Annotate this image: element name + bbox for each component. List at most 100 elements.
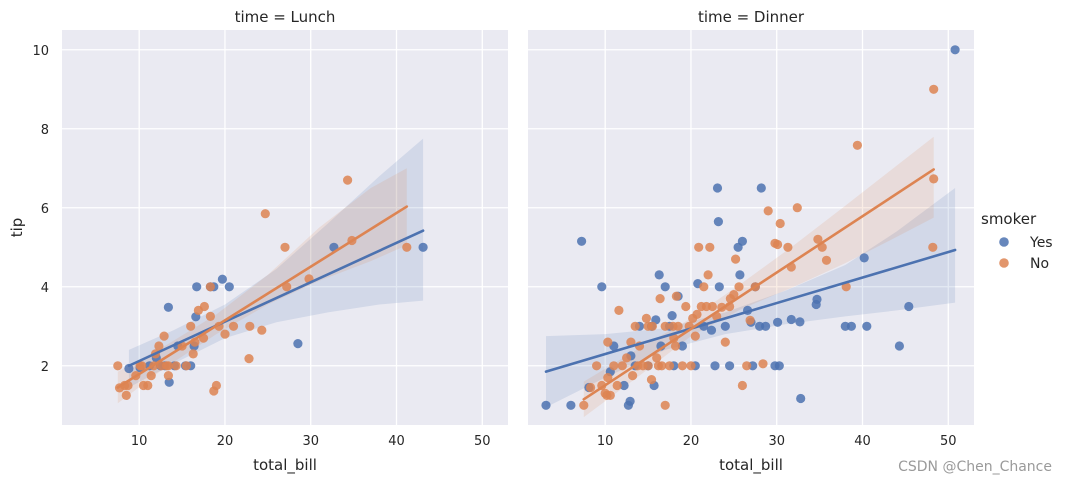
data-point-no (220, 329, 230, 339)
data-point-no (205, 282, 215, 292)
data-point-no (792, 203, 802, 213)
data-point-no (737, 380, 748, 391)
data-point-yes (163, 302, 173, 312)
y-tick-label: 4 (41, 281, 49, 296)
data-point-no (821, 255, 832, 265)
data-point-yes (894, 341, 905, 351)
x-tick-label: 50 (940, 434, 957, 449)
data-point-no (171, 361, 181, 371)
legend-marker-no (999, 258, 1009, 268)
data-point-yes (761, 321, 771, 331)
data-point-no (677, 361, 688, 371)
data-point-no (137, 361, 147, 371)
data-point-no (641, 313, 652, 323)
data-point-no (929, 174, 939, 184)
data-point-no (143, 380, 153, 391)
data-point-no (928, 242, 938, 252)
legend-title: smoker (981, 210, 1037, 228)
data-point-yes (418, 242, 428, 252)
data-point-no (671, 291, 682, 301)
regression-line-no (582, 168, 935, 401)
data-point-yes (224, 282, 234, 292)
x-tick-label: 40 (388, 434, 405, 449)
data-point-yes (712, 183, 723, 193)
panel-title: time = Dinner (698, 8, 805, 26)
data-point-yes (293, 339, 303, 349)
data-point-no (720, 337, 730, 347)
watermark: CSDN @Chen_Chance (898, 459, 1052, 475)
data-point-yes (706, 325, 717, 335)
x-tick-label: 20 (217, 434, 234, 449)
data-point-no (763, 206, 773, 216)
data-point-no (343, 175, 353, 185)
facet-panel-1 (528, 30, 974, 425)
data-point-no (280, 242, 290, 252)
confidence-band-yes (546, 188, 956, 408)
x-axis-label: total_bill (253, 456, 317, 475)
data-point-no (579, 400, 589, 410)
data-point-yes (714, 282, 724, 292)
data-point-no (121, 390, 131, 400)
data-point-yes (812, 294, 822, 304)
data-point-no (228, 321, 239, 331)
data-point-no (612, 380, 622, 391)
data-point-yes (677, 341, 688, 351)
data-point-no (673, 321, 683, 331)
data-point-no (592, 361, 602, 371)
data-point-no (670, 341, 681, 351)
y-tick-label: 10 (32, 44, 49, 59)
data-point-no (614, 305, 624, 315)
x-tick-label: 10 (131, 434, 148, 449)
data-point-yes (725, 361, 735, 371)
data-point-no (163, 361, 173, 371)
regression-line-yes (544, 248, 957, 373)
data-point-no (647, 321, 658, 331)
data-point-yes (192, 282, 202, 292)
data-point-no (188, 349, 198, 359)
confidence-band-yes (128, 138, 424, 388)
data-point-no (244, 354, 254, 364)
data-point-no (929, 84, 939, 94)
data-point-no (586, 382, 596, 393)
data-point-no (245, 321, 255, 331)
regression-line-yes (127, 229, 425, 368)
legend-marker-yes (999, 237, 1009, 247)
legend-label-yes: Yes (1029, 235, 1053, 251)
y-tick-label: 6 (41, 202, 49, 217)
data-point-no (146, 371, 156, 381)
data-point-no (660, 400, 670, 410)
x-tick-label: 40 (854, 434, 871, 449)
data-point-yes (904, 301, 914, 312)
data-point-no (603, 337, 613, 347)
data-point-yes (577, 236, 587, 246)
data-point-no (852, 140, 863, 150)
data-point-no (657, 361, 667, 371)
data-point-yes (846, 321, 857, 331)
data-point-no (205, 311, 215, 321)
data-point-no (630, 321, 640, 331)
data-point-no (681, 301, 691, 312)
facet-panel-0 (62, 30, 508, 425)
data-point-no (609, 361, 619, 371)
data-point-no (773, 239, 783, 250)
data-point-no (163, 371, 173, 381)
data-point-no (628, 371, 638, 381)
data-point-no (690, 331, 700, 341)
x-tick-label: 30 (768, 434, 785, 449)
data-point-no (660, 321, 670, 331)
x-tick-label: 50 (474, 434, 491, 449)
x-tick-label: 10 (597, 434, 614, 449)
data-point-no (731, 254, 741, 264)
legend: smoker Yes No (981, 210, 1053, 272)
data-point-yes (541, 400, 551, 410)
data-point-no (686, 361, 696, 371)
data-point-yes (756, 183, 766, 193)
data-point-no (181, 361, 191, 371)
data-point-yes (566, 400, 576, 410)
data-point-yes (660, 282, 670, 292)
x-axis-label: total_bill (719, 456, 783, 475)
data-point-no (729, 290, 739, 300)
data-point-no (603, 373, 613, 383)
panel-title: time = Lunch (235, 8, 336, 26)
data-point-yes (164, 377, 174, 387)
